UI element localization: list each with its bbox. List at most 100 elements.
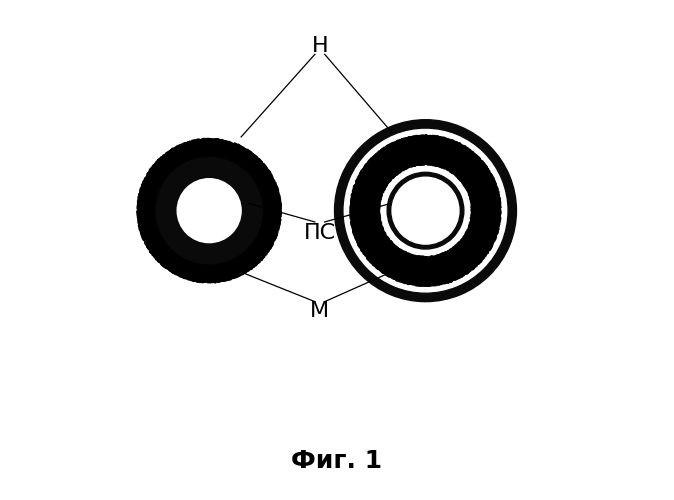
Point xyxy=(394,260,405,268)
Point xyxy=(358,210,369,218)
Point xyxy=(388,256,399,264)
Point xyxy=(402,273,412,281)
Point xyxy=(453,254,464,262)
Point xyxy=(425,272,436,280)
Point xyxy=(166,256,177,264)
Point xyxy=(190,152,201,160)
Point xyxy=(160,177,171,185)
Point xyxy=(435,267,446,275)
Point xyxy=(481,234,491,242)
Point xyxy=(226,268,237,276)
Point xyxy=(369,169,379,177)
Point xyxy=(493,219,504,227)
Point xyxy=(466,160,477,168)
Point xyxy=(255,194,266,202)
Point xyxy=(263,176,274,184)
Point xyxy=(398,276,408,284)
Point xyxy=(416,268,427,276)
Point xyxy=(464,234,474,241)
Point xyxy=(394,148,404,156)
Point xyxy=(458,268,469,276)
Point xyxy=(470,182,481,190)
Point xyxy=(386,149,396,157)
Point xyxy=(137,212,148,220)
Point xyxy=(456,252,467,260)
Point xyxy=(144,229,154,237)
Point xyxy=(379,162,390,170)
Point xyxy=(403,150,414,158)
Point xyxy=(154,250,165,258)
Point xyxy=(144,204,154,212)
Point xyxy=(159,166,170,173)
Point xyxy=(396,161,407,169)
Point xyxy=(390,270,400,278)
Point xyxy=(396,165,406,173)
Point xyxy=(373,214,384,222)
Point xyxy=(228,258,239,266)
Point xyxy=(273,212,284,220)
Point xyxy=(146,198,156,206)
Point xyxy=(424,160,435,168)
Point xyxy=(249,261,260,269)
Point xyxy=(144,194,155,202)
Point xyxy=(398,259,408,267)
Point xyxy=(373,156,384,164)
Point xyxy=(383,156,394,164)
Point xyxy=(260,238,271,246)
Point xyxy=(195,267,206,275)
Point xyxy=(404,138,415,146)
Point xyxy=(231,142,241,150)
Point xyxy=(368,224,379,232)
Point xyxy=(400,147,411,155)
Point xyxy=(485,242,495,250)
Point xyxy=(146,214,156,222)
Point xyxy=(251,238,262,246)
Point xyxy=(135,204,146,212)
Point xyxy=(379,252,390,260)
Point xyxy=(402,146,413,154)
Point xyxy=(146,172,157,179)
Point xyxy=(433,138,443,146)
Point xyxy=(487,240,497,248)
Point xyxy=(459,238,470,246)
Point xyxy=(168,253,179,261)
Point xyxy=(355,196,365,204)
Point xyxy=(257,222,268,230)
Point xyxy=(425,150,436,158)
Point xyxy=(367,215,378,223)
Point xyxy=(493,216,503,224)
Point xyxy=(137,202,148,210)
Point xyxy=(240,147,251,155)
Point xyxy=(441,252,452,260)
Point xyxy=(146,240,156,248)
Point xyxy=(239,248,249,256)
Point xyxy=(454,140,465,148)
Point xyxy=(449,148,460,156)
Point xyxy=(201,266,212,274)
Point xyxy=(266,190,277,198)
Point xyxy=(479,196,489,204)
Point xyxy=(218,260,229,268)
Point xyxy=(244,243,255,251)
Point xyxy=(442,268,453,276)
Point xyxy=(171,144,182,152)
Point xyxy=(469,176,480,184)
Point xyxy=(158,247,168,255)
Point xyxy=(216,142,226,150)
Point xyxy=(477,242,488,250)
Point xyxy=(257,219,268,227)
Point xyxy=(133,200,144,208)
Point xyxy=(470,186,481,194)
Point xyxy=(222,150,233,158)
Point xyxy=(206,144,217,152)
Point xyxy=(435,273,446,281)
Point xyxy=(208,266,219,274)
Point xyxy=(373,188,384,196)
Point xyxy=(361,224,372,232)
Point xyxy=(466,171,477,179)
Point xyxy=(233,158,244,166)
Point xyxy=(151,250,162,258)
Point xyxy=(485,219,495,227)
Point xyxy=(216,259,226,267)
Point xyxy=(256,174,267,182)
